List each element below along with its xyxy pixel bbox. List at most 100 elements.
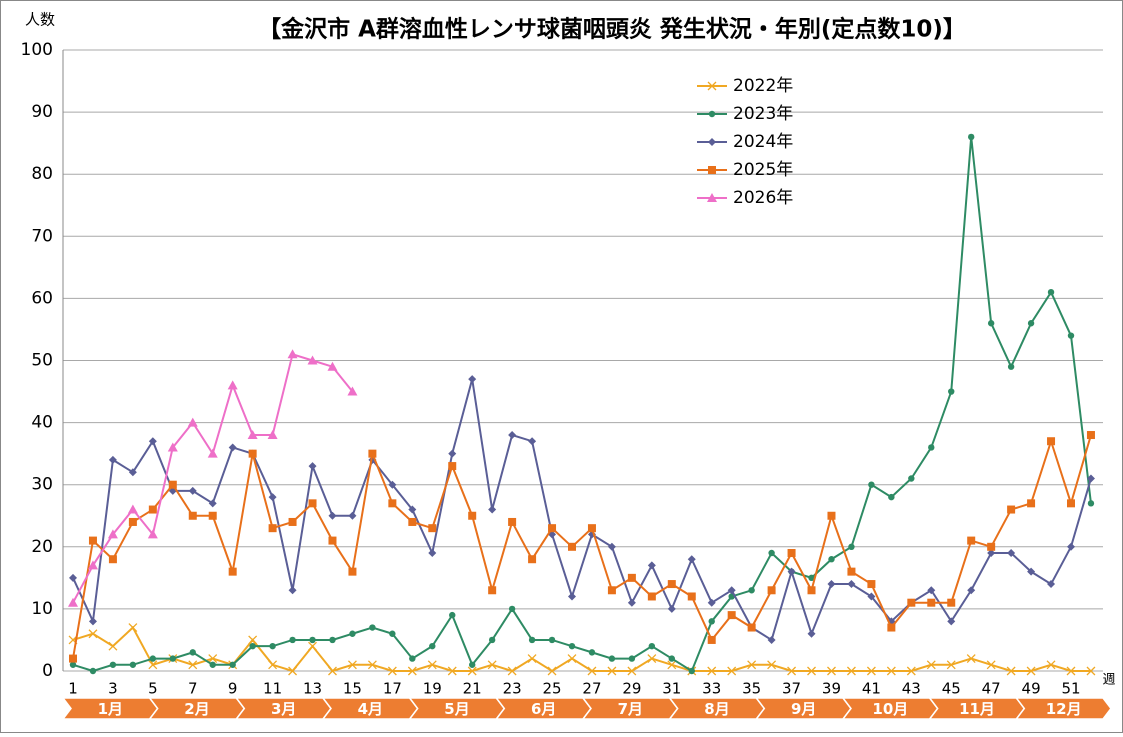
data-point (1067, 542, 1075, 551)
data-point (968, 133, 975, 141)
data-point (469, 661, 476, 668)
data-point (747, 660, 757, 670)
y-tick-label: 100 (21, 40, 53, 60)
data-point (767, 586, 776, 595)
month-label: 4月 (358, 700, 383, 718)
data-point (627, 573, 636, 582)
y-tick-label: 20 (31, 537, 53, 557)
data-point (547, 666, 557, 676)
data-point (167, 442, 178, 452)
data-point (787, 666, 797, 676)
data-point (328, 511, 337, 520)
x-tick-label: 33 (702, 680, 721, 698)
data-point (847, 567, 856, 576)
data-point (688, 667, 695, 675)
data-point (387, 666, 397, 676)
legend-label: 2022年 (733, 76, 793, 96)
data-point (807, 629, 816, 638)
month-label: 1月 (98, 700, 123, 718)
data-point (287, 349, 298, 359)
x-tick-label: 43 (902, 680, 921, 698)
y-tick-label: 80 (31, 164, 53, 184)
data-point (528, 555, 537, 564)
x-tick-label: 41 (862, 680, 881, 698)
data-point (508, 517, 517, 526)
data-point (847, 580, 856, 589)
data-point (149, 655, 157, 662)
y-tick-label: 50 (31, 351, 53, 371)
y-tick-label: 40 (31, 413, 53, 433)
data-point (367, 660, 377, 670)
data-point (268, 493, 277, 502)
legend-label: 2024年 (733, 132, 793, 152)
data-point (668, 655, 675, 662)
month-label: 3月 (271, 700, 296, 718)
x-tick-label: 7 (188, 680, 198, 698)
data-point (69, 654, 77, 663)
data-point (647, 561, 656, 570)
data-point (507, 666, 517, 676)
data-point (328, 536, 337, 545)
data-point (229, 661, 236, 668)
legend-marker (708, 138, 716, 146)
data-point (867, 580, 876, 589)
data-point (727, 611, 736, 620)
data-point (687, 592, 696, 601)
data-point (188, 660, 198, 670)
data-point (128, 623, 138, 632)
data-point (409, 655, 416, 662)
data-point (69, 661, 77, 668)
x-tick-label: 27 (582, 680, 601, 698)
data-point (147, 529, 158, 539)
y-tick-label: 60 (31, 288, 53, 308)
data-point (807, 586, 816, 595)
x-tick-label: 35 (742, 680, 761, 698)
data-point (309, 636, 316, 644)
data-point (887, 623, 896, 632)
data-point (427, 660, 437, 670)
data-point (987, 549, 996, 558)
y-axis-label: 人数 (25, 11, 55, 29)
data-point (88, 536, 97, 545)
data-point (906, 666, 916, 676)
data-point (388, 499, 397, 508)
data-point (508, 431, 517, 440)
data-point (448, 462, 457, 471)
x-tick-label: 37 (782, 680, 801, 698)
data-point (169, 655, 176, 662)
month-label: 11月 (959, 700, 995, 718)
data-point (329, 636, 336, 644)
data-point (68, 597, 78, 607)
x-tick-label: 31 (662, 680, 681, 698)
x-tick-label: 21 (463, 680, 482, 698)
data-point (268, 524, 277, 533)
data-point (408, 505, 417, 514)
x-tick-label: 29 (622, 680, 641, 698)
data-point (747, 623, 756, 632)
data-point (667, 660, 677, 670)
month-label: 7月 (618, 700, 643, 718)
month-label: 5月 (444, 700, 469, 718)
data-point (787, 549, 796, 558)
data-point (348, 567, 357, 576)
data-point (928, 444, 935, 451)
data-point (548, 636, 556, 644)
x-tick-label: 5 (148, 680, 158, 698)
data-point (267, 430, 278, 440)
chart-title: 【金沢市 A群溶血性レンサ球菌咽頭炎 発生状況・年別(定点数10)】 (258, 16, 966, 43)
data-point (967, 536, 976, 545)
data-point (767, 660, 777, 670)
data-point (748, 587, 755, 594)
data-point (967, 586, 976, 595)
data-point (108, 641, 118, 651)
data-point (827, 580, 836, 589)
data-point (488, 636, 496, 644)
data-point (328, 666, 337, 676)
x-tick-label: 3 (108, 680, 118, 698)
data-point (667, 580, 676, 589)
data-point (447, 666, 457, 676)
x-tick-label: 47 (982, 680, 1001, 698)
y-tick-label: 70 (31, 226, 53, 246)
